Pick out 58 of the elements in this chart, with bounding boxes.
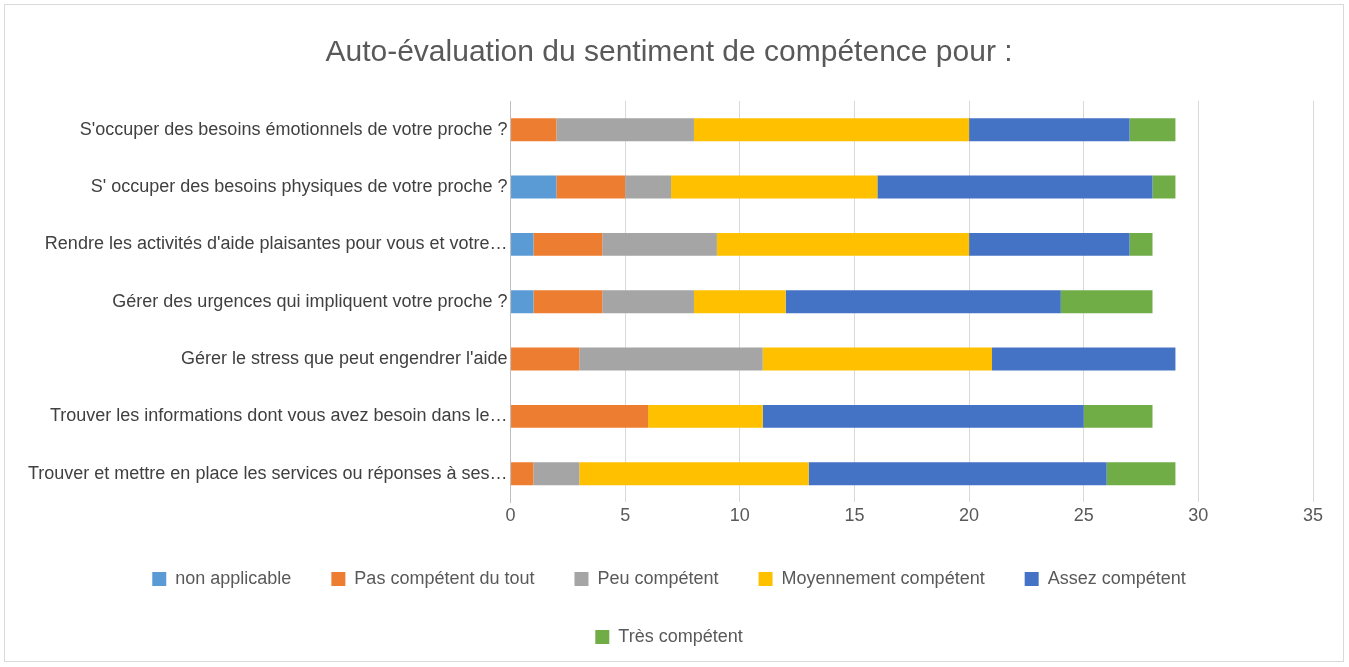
- bar: [693, 118, 970, 142]
- y-tick-label: Trouver les informations dont vous avez besoin dans le…: [49, 405, 508, 426]
- legend-label: Assez compétent: [1047, 567, 1186, 588]
- bar: [511, 175, 557, 199]
- bar: [1129, 118, 1176, 142]
- bar: [877, 175, 1153, 199]
- legend-label: non applicable: [175, 567, 292, 588]
- bar: [1060, 290, 1153, 314]
- bar: [511, 462, 534, 486]
- legend-label: Peu compétent: [597, 567, 719, 588]
- bar: [511, 232, 534, 256]
- bar: [969, 232, 1130, 256]
- y-tick-label: Gérer des urgences qui impliquent votre proche ?: [112, 290, 508, 311]
- bar: [556, 118, 694, 142]
- x-tick-label: 0: [505, 505, 516, 526]
- bar: [533, 232, 603, 256]
- bar: [511, 118, 557, 142]
- y-tick-label: Rendre les activités d'aide plaisantes pour vous et votre…: [44, 233, 508, 254]
- bar: [969, 118, 1130, 142]
- y-tick-label: Trouver et mettre en place les services ou réponses à ses…: [27, 462, 508, 483]
- bar: [785, 290, 1061, 314]
- bar: [762, 347, 993, 371]
- bar: [762, 404, 1084, 428]
- bar: [602, 232, 717, 256]
- x-tick-label: 15: [844, 505, 865, 526]
- bar: [602, 290, 694, 314]
- bar: [579, 462, 809, 486]
- bar: [556, 175, 626, 199]
- x-tick-label: 30: [1188, 505, 1209, 526]
- bar: [579, 347, 763, 371]
- bar: [1152, 175, 1176, 199]
- bar: [1083, 404, 1153, 428]
- bar: [511, 404, 649, 428]
- bar: [992, 347, 1176, 371]
- legend-label: Pas compétent du tout: [354, 567, 535, 588]
- y-tick-label: S' occuper des besoins physiques de votre proche ?: [90, 175, 508, 196]
- x-tick-label: 35: [1302, 505, 1324, 526]
- bar: [716, 232, 970, 256]
- bar: [808, 462, 1107, 486]
- chart-title: Auto-évaluation du sentiment de compétence pour :: [325, 34, 1013, 68]
- x-tick-label: 20: [959, 505, 980, 526]
- x-tick-label: 25: [1073, 505, 1094, 526]
- bar: [671, 175, 878, 199]
- x-tick-label: 10: [729, 505, 750, 526]
- bar: [693, 290, 786, 314]
- bar: [1129, 232, 1153, 256]
- legend-label: Moyennement compétent: [781, 567, 985, 588]
- y-tick-label: S'occuper des besoins émotionnels de votre proche ?: [79, 118, 508, 139]
- y-tick-label: Gérer le stress que peut engendrer l'aide: [180, 348, 508, 369]
- bar: [511, 347, 580, 371]
- bar: [511, 290, 534, 314]
- legend-label: Très compétent: [618, 625, 743, 646]
- bar: [533, 290, 603, 314]
- x-tick-label: 5: [620, 505, 631, 526]
- bar: [625, 175, 672, 199]
- bar: [1106, 462, 1176, 486]
- bar: [648, 404, 763, 428]
- bar: [533, 462, 580, 486]
